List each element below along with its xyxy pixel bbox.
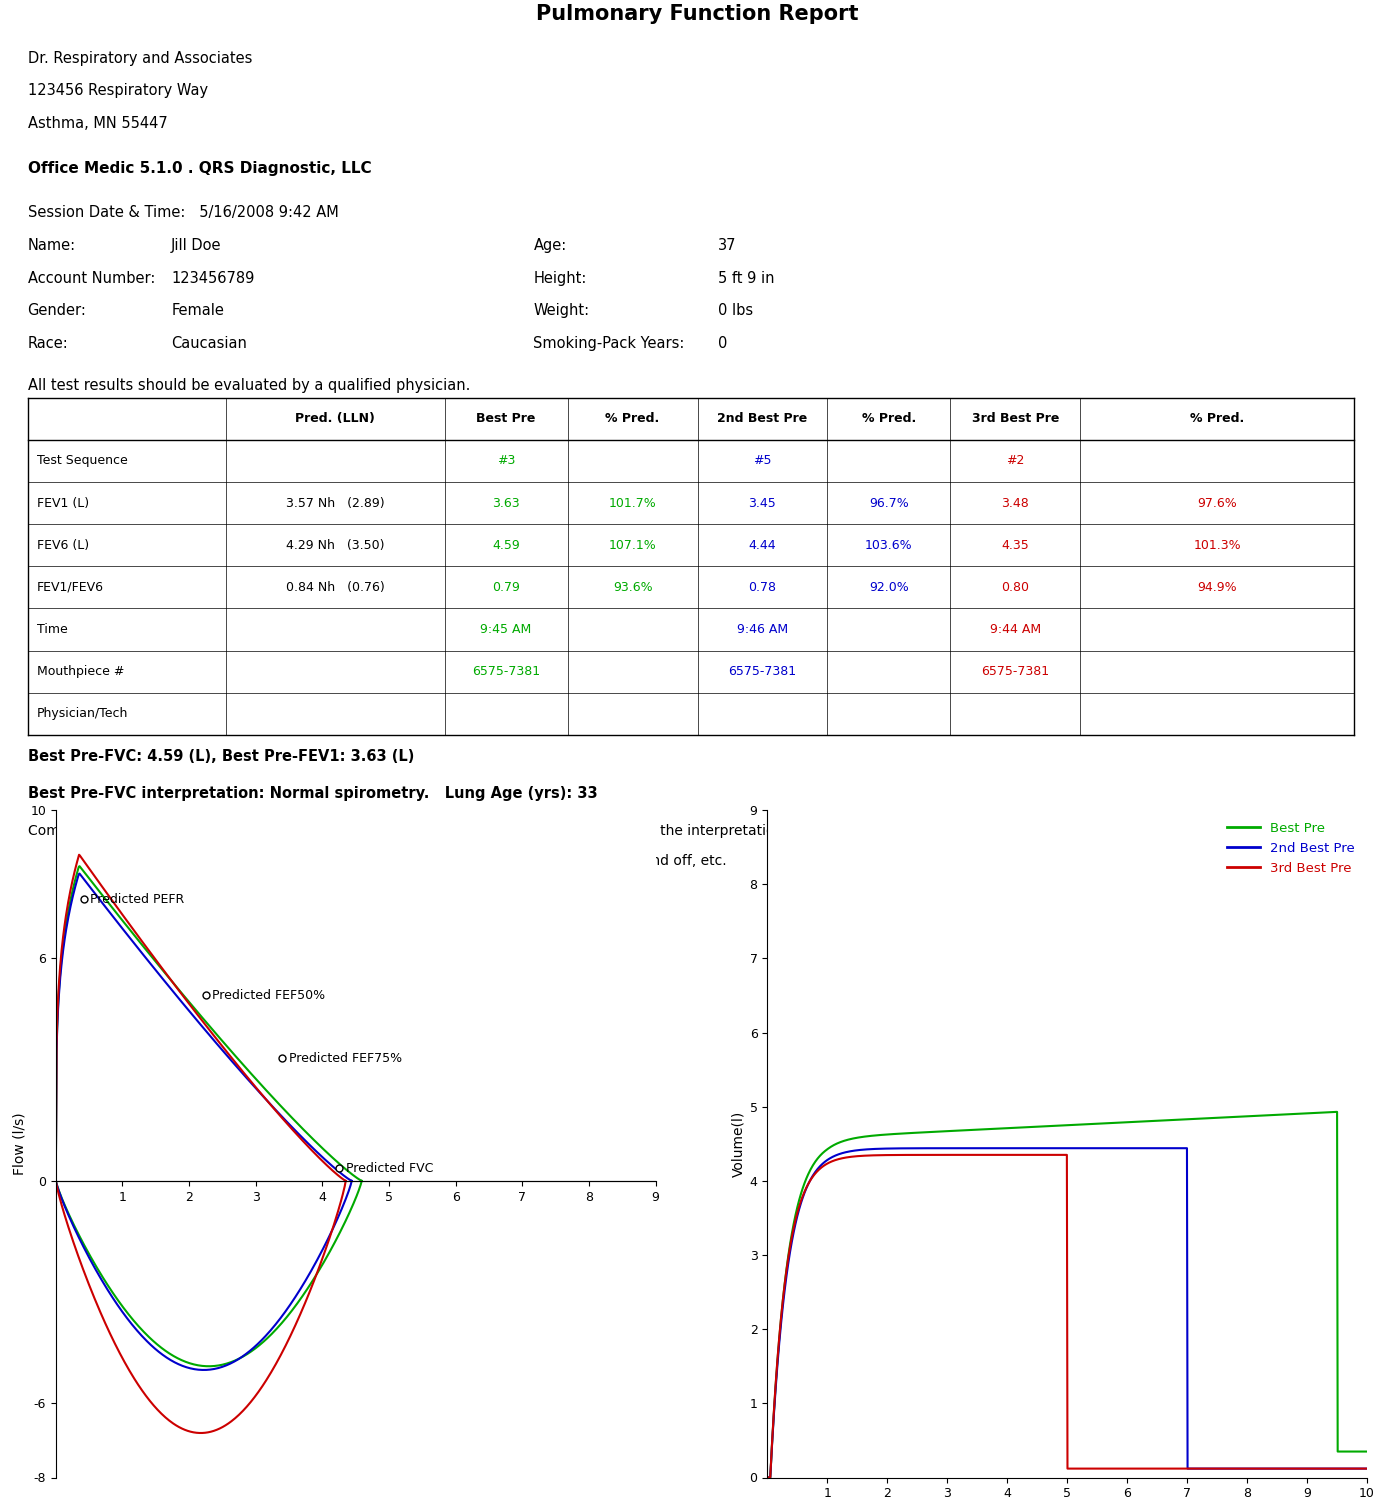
Text: Best Pre: Best Pre	[477, 413, 536, 426]
Text: #3: #3	[497, 454, 515, 468]
Text: Pulmonary Function Report: Pulmonary Function Report	[536, 4, 859, 24]
Text: 97.6%: 97.6%	[1197, 496, 1237, 510]
Text: 0 lbs: 0 lbs	[718, 303, 753, 318]
Text: 103.6%: 103.6%	[865, 538, 912, 552]
Text: 101.3%: 101.3%	[1193, 538, 1240, 552]
Text: 107.1%: 107.1%	[608, 538, 657, 552]
Text: Office Medic 5.1.0 . QRS Diagnostic, LLC: Office Medic 5.1.0 . QRS Diagnostic, LLC	[28, 162, 371, 177]
Text: 94.9%: 94.9%	[1197, 580, 1237, 594]
Text: 6575-7381: 6575-7381	[981, 664, 1049, 678]
Text: turn the lung age on and off, turn parameters on and off, turn the graphs on and: turn the lung age on and off, turn param…	[28, 853, 727, 868]
Text: Gender:: Gender:	[28, 303, 86, 318]
Text: % Pred.: % Pred.	[1190, 413, 1244, 426]
Text: Predicted PEFR: Predicted PEFR	[91, 892, 184, 906]
Text: FEV6 (L): FEV6 (L)	[38, 538, 89, 552]
Text: 0.78: 0.78	[749, 580, 777, 594]
Text: 0.80: 0.80	[1002, 580, 1030, 594]
Text: Height:: Height:	[533, 270, 587, 285]
Y-axis label: Flow (l/s): Flow (l/s)	[13, 1113, 27, 1174]
Text: Dr. Respiratory and Associates: Dr. Respiratory and Associates	[28, 51, 252, 66]
Text: Best Pre-FVC: 4.59 (L), Best Pre-FEV1: 3.63 (L): Best Pre-FVC: 4.59 (L), Best Pre-FEV1: 3…	[28, 748, 414, 764]
Text: Predicted FEF50%: Predicted FEF50%	[212, 988, 325, 1002]
Text: Weight:: Weight:	[533, 303, 590, 318]
Text: Time: Time	[38, 622, 68, 636]
Text: Age:: Age:	[533, 238, 566, 254]
Text: Mouthpiece #: Mouthpiece #	[38, 664, 124, 678]
Text: Asthma, MN 55447: Asthma, MN 55447	[28, 116, 167, 130]
Text: 3.45: 3.45	[749, 496, 776, 510]
Text: Session Date & Time:   5/16/2008 9:42 AM: Session Date & Time: 5/16/2008 9:42 AM	[28, 206, 339, 220]
Text: Pred. (LLN): Pred. (LLN)	[296, 413, 375, 426]
Text: % Pred.: % Pred.	[605, 413, 660, 426]
Text: #2: #2	[1006, 454, 1024, 468]
Text: 6575-7381: 6575-7381	[728, 664, 797, 678]
Text: 96.7%: 96.7%	[869, 496, 908, 510]
Text: 3.48: 3.48	[1002, 496, 1030, 510]
Y-axis label: Volume(l): Volume(l)	[731, 1110, 745, 1178]
Text: #5: #5	[753, 454, 771, 468]
Text: Smoking-Pack Years:: Smoking-Pack Years:	[533, 336, 685, 351]
Text: % Pred.: % Pred.	[862, 413, 917, 426]
Text: 4.29 Nh   (3.50): 4.29 Nh (3.50)	[286, 538, 385, 552]
Text: 6575-7381: 6575-7381	[472, 664, 540, 678]
Text: Predicted FVC: Predicted FVC	[346, 1161, 432, 1174]
Text: 123456 Respiratory Way: 123456 Respiratory Way	[28, 84, 208, 99]
Text: 37: 37	[718, 238, 737, 254]
Text: 3rd Best Pre: 3rd Best Pre	[972, 413, 1059, 426]
Text: 93.6%: 93.6%	[612, 580, 653, 594]
Text: Name:: Name:	[28, 238, 75, 254]
Text: Race:: Race:	[28, 336, 68, 351]
Text: All test results should be evaluated by a qualified physician.: All test results should be evaluated by …	[28, 378, 470, 393]
Text: Test Sequence: Test Sequence	[38, 454, 128, 468]
Text: 92.0%: 92.0%	[869, 580, 908, 594]
Legend: Best Pre, 2nd Best Pre, 3rd Best Pre: Best Pre, 2nd Best Pre, 3rd Best Pre	[1222, 816, 1360, 880]
Text: Predicted FEF75%: Predicted FEF75%	[289, 1052, 402, 1065]
Text: Female: Female	[172, 303, 225, 318]
Text: Best Pre-FVC interpretation: Normal spirometry.   Lung Age (yrs): 33: Best Pre-FVC interpretation: Normal spir…	[28, 786, 597, 801]
Text: Caucasian: Caucasian	[172, 336, 247, 351]
Text: 9:45 AM: 9:45 AM	[480, 622, 531, 636]
Text: FEV1 (L): FEV1 (L)	[38, 496, 89, 510]
Text: 4.44: 4.44	[749, 538, 776, 552]
Text: 9:44 AM: 9:44 AM	[990, 622, 1041, 636]
Text: 3.57 Nh   (2.89): 3.57 Nh (2.89)	[286, 496, 385, 510]
Text: 4.59: 4.59	[492, 538, 520, 552]
Text: 123456789: 123456789	[172, 270, 254, 285]
Text: Jill Doe: Jill Doe	[172, 238, 222, 254]
Text: Account Number:: Account Number:	[28, 270, 155, 285]
Text: 0.84 Nh   (0.76): 0.84 Nh (0.76)	[286, 580, 385, 594]
Text: 3.63: 3.63	[492, 496, 520, 510]
Text: Comments:   The various report customization options allow you to: enter comment: Comments: The various report customizati…	[28, 824, 862, 837]
Text: 5 ft 9 in: 5 ft 9 in	[718, 270, 774, 285]
Text: Physician/Tech: Physician/Tech	[38, 706, 128, 720]
Text: 101.7%: 101.7%	[608, 496, 657, 510]
Text: 2nd Best Pre: 2nd Best Pre	[717, 413, 808, 426]
Text: 4.35: 4.35	[1002, 538, 1030, 552]
Text: 9:46 AM: 9:46 AM	[737, 622, 788, 636]
Text: 0: 0	[718, 336, 727, 351]
Text: 0.79: 0.79	[492, 580, 520, 594]
Text: FEV1/FEV6: FEV1/FEV6	[38, 580, 105, 594]
